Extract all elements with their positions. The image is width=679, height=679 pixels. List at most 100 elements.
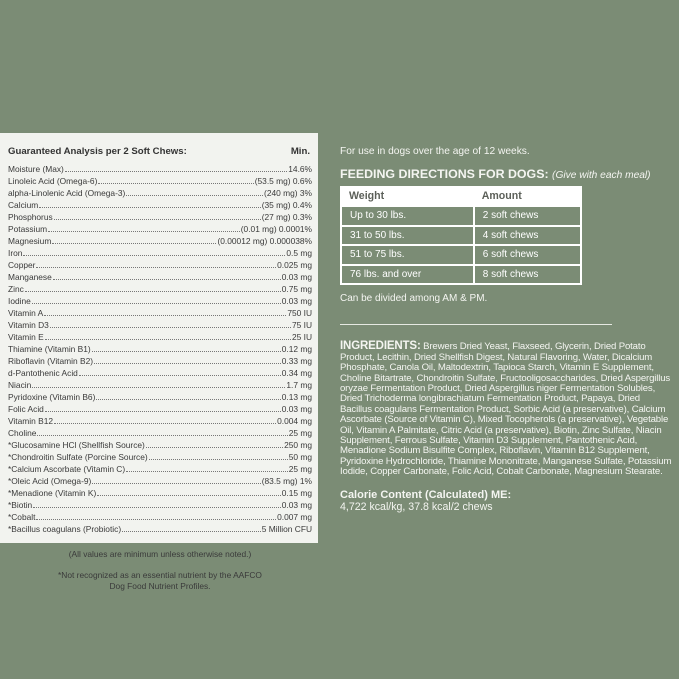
feeding-table-header: Weight Amount	[341, 186, 581, 206]
analysis-row: *Oleic Acid (Omega-9) (83.5 mg) 1%	[8, 475, 312, 487]
dot-leader	[44, 307, 287, 316]
dot-leader	[126, 187, 264, 196]
dot-leader	[53, 211, 261, 220]
nutrient-name: Linoleic Acid (Omega-6)	[8, 176, 98, 186]
analysis-row: Niacin 1.7 mg	[8, 379, 312, 391]
analysis-row: *Menadione (Vitamin K) 0.15 mg	[8, 487, 312, 499]
nutrient-value: 14.6%	[288, 164, 312, 174]
nutrient-value: (35 mg) 0.4%	[261, 200, 312, 210]
nutrient-name: Vitamin D3	[8, 320, 49, 330]
nutrient-value: 50 mg	[288, 452, 312, 462]
ingredients: INGREDIENTS: Brewers Dried Yeast, Flaxse…	[340, 341, 674, 477]
nutrient-name: *Cobalt	[8, 512, 36, 522]
dot-leader	[97, 487, 281, 496]
nutrient-name: Iodine	[8, 296, 31, 306]
nutrient-value: 250 mg	[284, 440, 312, 450]
analysis-row: Folic Acid 0.03 mg	[8, 403, 312, 415]
nutrient-name: Magnesium	[8, 236, 52, 246]
nutrient-name: *Oleic Acid (Omega-9)	[8, 476, 92, 486]
calorie-content: Calorie Content (Calculated) ME: 4,722 k…	[340, 489, 674, 513]
analysis-row: Vitamin B12 0.004 mg	[8, 415, 312, 427]
nutrient-name: *Bacillus coagulans (Probiotic)	[8, 524, 122, 534]
nutrient-name: Riboflavin (Vitamin B2)	[8, 356, 94, 366]
analysis-row: Choline 25 mg	[8, 427, 312, 439]
analysis-row: Thiamine (Vitamin B1) 0.12 mg	[8, 343, 312, 355]
nutrient-name: Vitamin E	[8, 332, 44, 342]
amount-cell: 2 soft chews	[472, 205, 583, 227]
nutrient-name: Iron	[8, 248, 23, 258]
nutrient-value: 0.75 mg	[281, 284, 312, 294]
nutrient-value: 0.34 mg	[281, 368, 312, 378]
dot-leader	[91, 343, 281, 352]
analysis-header: Guaranteed Analysis per 2 Soft Chews: Mi…	[8, 146, 312, 157]
analysis-row: Calcium (35 mg) 0.4%	[8, 199, 312, 211]
dot-leader	[92, 475, 261, 484]
dot-leader	[37, 427, 288, 436]
amount-cell: 6 soft chews	[472, 244, 583, 266]
feeding-table: Weight Amount Up to 30 lbs. 2 soft chews 3…	[340, 186, 583, 286]
analysis-row: Vitamin E 25 IU	[8, 331, 312, 343]
nutrient-value: 25 IU	[291, 332, 312, 342]
nutrient-value: (83.5 mg) 1%	[261, 476, 312, 486]
analysis-row: Linoleic Acid (Omega-6) (53.5 mg) 0.6%	[8, 175, 312, 187]
dot-leader	[31, 295, 281, 304]
dot-leader	[36, 511, 277, 520]
analysis-row: Potassium (0.01 mg) 0.0001%	[8, 223, 312, 235]
nutrient-value: 75 IU	[291, 320, 312, 330]
nutrient-value: (27 mg) 0.3%	[261, 212, 312, 222]
analysis-row: *Biotin 0.03 mg	[8, 499, 312, 511]
dot-leader	[94, 355, 281, 364]
analysis-min-label: Min.	[290, 146, 310, 157]
weight-cell: 76 lbs. and over	[340, 263, 475, 286]
nutrient-value: 5 Million CFU	[261, 524, 312, 534]
weight-cell: Up to 30 lbs.	[340, 205, 475, 227]
dot-leader	[148, 451, 288, 460]
analysis-row: d-Pantothenic Acid 0.34 mg	[8, 367, 312, 379]
aafco-note-line1: *Not recognized as an essential nutrient…	[58, 570, 262, 580]
analysis-row: *Chondroitin Sulfate (Porcine Source) 50 …	[8, 451, 312, 463]
nutrient-name: Potassium	[8, 224, 48, 234]
analysis-row: Pyridoxine (Vitamin B6) 0.13 mg	[8, 391, 312, 403]
dot-leader	[32, 379, 286, 388]
nutrient-name: Zinc	[8, 284, 24, 294]
dot-leader	[39, 199, 261, 208]
feeding-heading: FEEDING DIRECTIONS FOR DOGS: (Give with …	[340, 167, 674, 181]
nutrient-name: Folic Acid	[8, 404, 44, 414]
analysis-row: *Bacillus coagulans (Probiotic) 5 Million…	[8, 523, 312, 535]
nutrient-value: 0.5 mg	[286, 248, 312, 258]
nutrient-name: *Biotin	[8, 500, 33, 510]
dot-leader	[145, 439, 284, 448]
nutrient-name: *Glucosamine HCl (Shellfish Source)	[8, 440, 145, 450]
nutrient-name: Thiamine (Vitamin B1)	[8, 344, 91, 354]
nutrient-name: Vitamin B12	[8, 416, 54, 426]
analysis-row: Manganese 0.03 mg	[8, 271, 312, 283]
nutrient-value: 0.004 mg	[277, 416, 312, 426]
nutrient-value: 0.03 mg	[281, 272, 312, 282]
analysis-row: Vitamin D3 75 IU	[8, 319, 312, 331]
ingredients-text: Brewers Dried Yeast, Flaxseed, Glycerin,…	[340, 341, 672, 478]
weight-cell: 31 to 50 lbs.	[340, 224, 475, 247]
nutrient-value: 0.15 mg	[281, 488, 312, 498]
analysis-row: Iodine 0.03 mg	[8, 295, 312, 307]
nutrient-name: *Chondroitin Sulfate (Porcine Source)	[8, 452, 148, 462]
ingredients-label: INGREDIENTS:	[340, 340, 421, 353]
dot-leader	[44, 331, 291, 340]
nutrient-value: 25 mg	[288, 428, 312, 438]
nutrient-value: 25 mg	[288, 464, 312, 474]
nutrient-name: Manganese	[8, 272, 52, 282]
nutrient-value: 0.13 mg	[281, 392, 312, 402]
feeding-row: Up to 30 lbs. 2 soft chews	[340, 205, 583, 227]
nutrient-name: Calcium	[8, 200, 39, 210]
feeding-row: 76 lbs. and over 8 soft chews	[340, 263, 583, 286]
nutrient-value: 1.7 mg	[286, 380, 312, 390]
feeding-row: 51 to 75 lbs. 6 soft chews	[340, 244, 583, 266]
dot-leader	[49, 319, 291, 328]
analysis-row: Copper 0.025 mg	[8, 259, 312, 271]
nutrient-name: Copper	[8, 260, 36, 270]
nutrient-name: *Menadione (Vitamin K)	[8, 488, 97, 498]
directions-column: For use in dogs over the age of 12 weeks…	[340, 146, 674, 513]
dot-leader	[48, 223, 240, 232]
dot-leader	[98, 175, 254, 184]
dot-leader	[126, 463, 288, 472]
dot-leader	[23, 247, 286, 256]
